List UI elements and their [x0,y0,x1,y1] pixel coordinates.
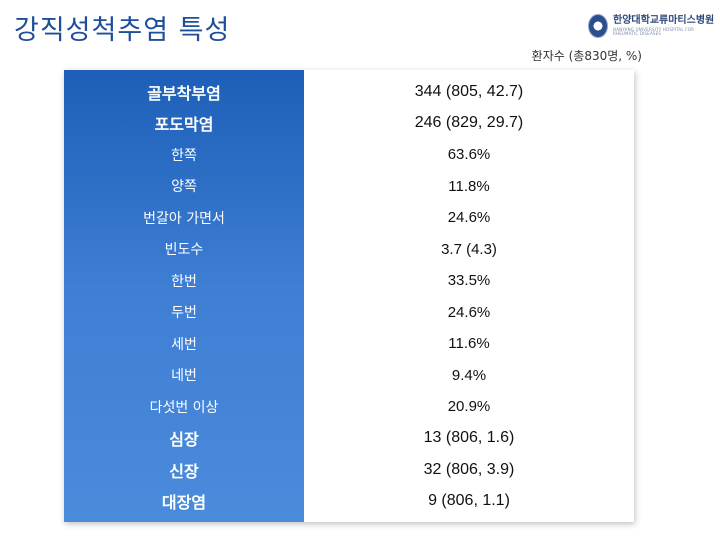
row-value: 13 (806, 1.6) [423,429,515,447]
patient-count-note: 환자수 (총830명, %) [531,49,642,63]
table-row: 세번 11.6% [64,328,634,360]
row-label: 번갈아 가면서 [143,210,225,227]
table-row: 빈도수 3.7 (4.3) [64,234,634,266]
row-label: 포도막염 [154,115,214,135]
row-label: 양쪽 [171,179,197,196]
row-label: 두번 [171,305,197,322]
row-label: 세번 [171,336,197,353]
hospital-emblem-icon [588,14,609,38]
row-value: 20.9% [447,398,491,416]
table-row: 다섯번 이상 20.9% [64,391,634,423]
table-row: 한쪽 63.6% [64,139,634,171]
table-row: 두번 24.6% [64,297,634,329]
table-row: 번갈아 가면서 24.6% [64,202,634,234]
table-row: 골부착부염 344 (805, 42.7) [64,76,634,108]
row-value: 3.7 (4.3) [441,240,497,258]
row-label: 다섯번 이상 [149,399,219,416]
table-rows: 골부착부염 344 (805, 42.7) 포도막염 246 (829, 29.7) 한… [64,76,634,522]
row-value: 11.6% [448,335,490,353]
row-label: 신장 [169,461,199,481]
table-row: 대장염 9 (806, 1.1) [64,486,634,518]
logo-name: 한양대학교류마티스병원 [613,15,715,26]
row-label: 한쪽 [171,147,197,164]
page-title: 강직성척추염 특성 [14,15,231,46]
row-label: 심장 [169,430,199,450]
label-column-background [64,70,304,522]
table-row: 포도막염 246 (829, 29.7) [64,108,634,140]
table-row: 양쪽 11.8% [64,171,634,203]
row-value: 246 (829, 29.7) [414,114,524,132]
row-label: 한번 [171,273,197,290]
row-label: 빈도수 [164,242,204,259]
row-label: 네번 [171,368,197,385]
logo-subtitle: HANYANG UNIVERSITY HOSPITAL FOR RHEUMATI… [613,27,695,36]
characteristics-table: 골부착부염 344 (805, 42.7) 포도막염 246 (829, 29.7) 한… [64,70,634,522]
table-row: 네번 9.4% [64,360,634,392]
table-row: 심장 13 (806, 1.6) [64,423,634,455]
table-row: 신장 32 (806, 3.9) [64,454,634,486]
row-value: 32 (806, 3.9) [423,460,515,478]
logo-text: 한양대학교류마티스병원 HANYANG UNIVERSITY HOSPITAL … [613,16,720,36]
row-label: 대장염 [161,493,207,513]
row-value: 11.8% [448,177,490,195]
row-value: 9.4% [451,366,487,384]
row-label: 골부착부염 [147,83,221,103]
row-value: 24.6% [447,303,491,321]
hospital-logo: 한양대학교류마티스병원 HANYANG UNIVERSITY HOSPITAL … [588,14,720,38]
row-value: 33.5% [447,272,491,290]
row-value: 24.6% [447,209,491,227]
row-value: 63.6% [447,146,491,164]
row-value: 344 (805, 42.7) [414,82,524,100]
table-row: 한번 33.5% [64,265,634,297]
row-value: 9 (806, 1.1) [428,492,510,510]
